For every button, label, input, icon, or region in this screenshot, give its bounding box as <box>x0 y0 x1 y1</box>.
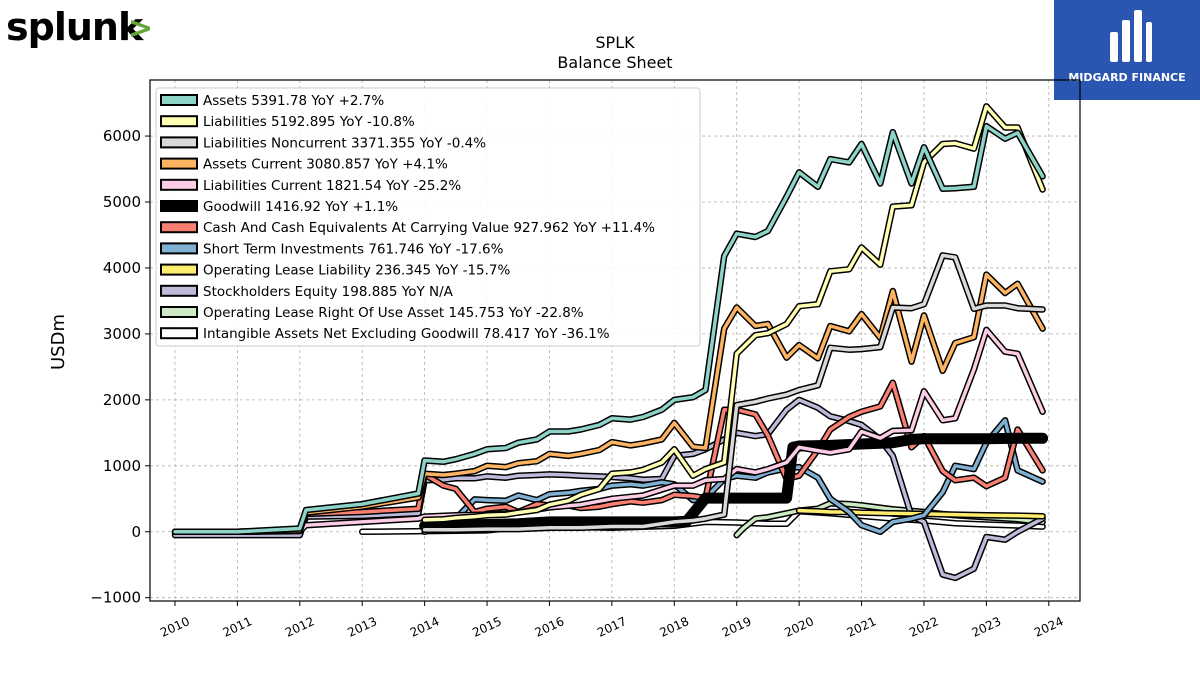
legend-label-short-term-investments: Short Term Investments 761.746 YoY -17.6… <box>203 241 504 257</box>
x-tick-label: 2018 <box>657 614 691 640</box>
y-axis-label: USDm <box>48 314 69 370</box>
publisher-badge: MIDGARD FINANCE <box>1054 0 1200 100</box>
y-tick-label: 2000 <box>103 391 141 409</box>
legend-label-liabilities-current: Liabilities Current 1821.54 YoY -25.2% <box>203 178 461 194</box>
publisher-logo-icon <box>1110 10 1152 62</box>
legend-swatch-liabilities <box>160 115 198 128</box>
legend-swatch-intangible-assets-net-excluding-goodwill <box>160 327 198 340</box>
x-tick-label: 2010 <box>158 614 192 640</box>
legend-swatch-stockholders-equity <box>160 284 198 297</box>
x-tick-label: 2016 <box>533 614 567 640</box>
legend-label-goodwill: Goodwill 1416.92 YoY +1.1% <box>203 199 398 215</box>
legend-label-assets: Assets 5391.78 YoY +2.7% <box>203 93 384 109</box>
y-tick-label: 4000 <box>103 259 141 277</box>
legend-box <box>155 87 701 347</box>
legend: Assets 5391.78 YoY +2.7% Liabilities 5192… <box>155 87 701 347</box>
x-tick-label: 2012 <box>283 614 317 640</box>
x-tick-label: 2017 <box>595 614 629 640</box>
y-tick-label: −1000 <box>90 589 141 607</box>
legend-swatch-liabilities-current <box>160 178 198 191</box>
x-tick-label: 2023 <box>970 614 1004 640</box>
chart-title: SPLK <box>595 33 635 52</box>
splunk-logo: splunk > <box>6 5 153 49</box>
legend-swatch-goodwill <box>160 200 198 212</box>
legend-swatch-liabilities-noncurrent <box>160 136 198 149</box>
x-tick-label: 2013 <box>345 614 379 640</box>
y-tick-label: 1000 <box>103 457 141 475</box>
legend-label-operating-lease-liability: Operating Lease Liability 236.345 YoY -1… <box>203 263 511 279</box>
legend-swatch-assets-current <box>160 157 198 170</box>
publisher-name: MIDGARD FINANCE <box>1068 71 1185 84</box>
x-tick-label: 2020 <box>782 614 816 640</box>
legend-label-liabilities: Liabilities 5192.895 YoY -10.8% <box>203 114 415 130</box>
series-line-liabilities-noncurrent <box>422 253 1045 532</box>
x-tick-label: 2011 <box>221 614 255 640</box>
y-tick-label: 0 <box>131 523 141 541</box>
series-line-assets <box>173 124 1045 534</box>
series-lines <box>171 103 1049 582</box>
legend-label-liabilities-noncurrent: Liabilities Noncurrent 3371.355 YoY -0.4… <box>203 135 486 151</box>
legend-swatch-short-term-investments <box>160 242 198 255</box>
y-tick-label: 5000 <box>103 193 141 211</box>
chart-subtitle: Balance Sheet <box>557 53 672 72</box>
series-line-liabilities <box>422 104 1045 522</box>
legend-label-stockholders-equity: Stockholders Equity 198.885 YoY N/A <box>203 284 454 300</box>
x-tick-label: 2024 <box>1032 614 1066 640</box>
series-outline-goodwill <box>419 432 1049 532</box>
series-line-liabilities-current <box>173 328 1045 534</box>
splunk-logo-mark: > <box>128 11 153 46</box>
series-line-assets-current <box>173 272 1045 534</box>
legend-swatch-cash-and-cash-equivalents-at-carrying-value <box>160 221 198 234</box>
y-tick-label: 6000 <box>103 127 141 145</box>
legend-swatch-operating-lease-right-of-use-asset <box>160 306 198 318</box>
x-tick-label: 2022 <box>907 614 941 640</box>
x-tick-label: 2021 <box>845 614 879 640</box>
splunk-logo-text: splunk <box>6 5 144 49</box>
x-tick-label: 2014 <box>408 614 442 640</box>
series-line-operating-lease-liability <box>797 508 1045 518</box>
x-tick-label: 2019 <box>720 614 754 640</box>
legend-label-intangible-assets-net-excluding-goodwill: Intangible Assets Net Excluding Goodwill… <box>203 326 610 342</box>
x-tick-label: 2015 <box>470 614 504 640</box>
legend-swatch-operating-lease-liability <box>160 263 198 276</box>
legend-swatch-assets <box>160 94 198 106</box>
legend-label-cash-and-cash-equivalents-at-carrying-value: Cash And Cash Equivalents At Carrying Va… <box>203 220 655 236</box>
series-line-short-term-investments <box>422 418 1045 534</box>
plot-frame <box>149 79 1081 602</box>
legend-label-operating-lease-right-of-use-asset: Operating Lease Right Of Use Asset 145.7… <box>203 305 584 321</box>
y-tick-label: 3000 <box>103 325 141 343</box>
legend-label-assets-current: Assets Current 3080.857 YoY +4.1% <box>203 157 448 173</box>
